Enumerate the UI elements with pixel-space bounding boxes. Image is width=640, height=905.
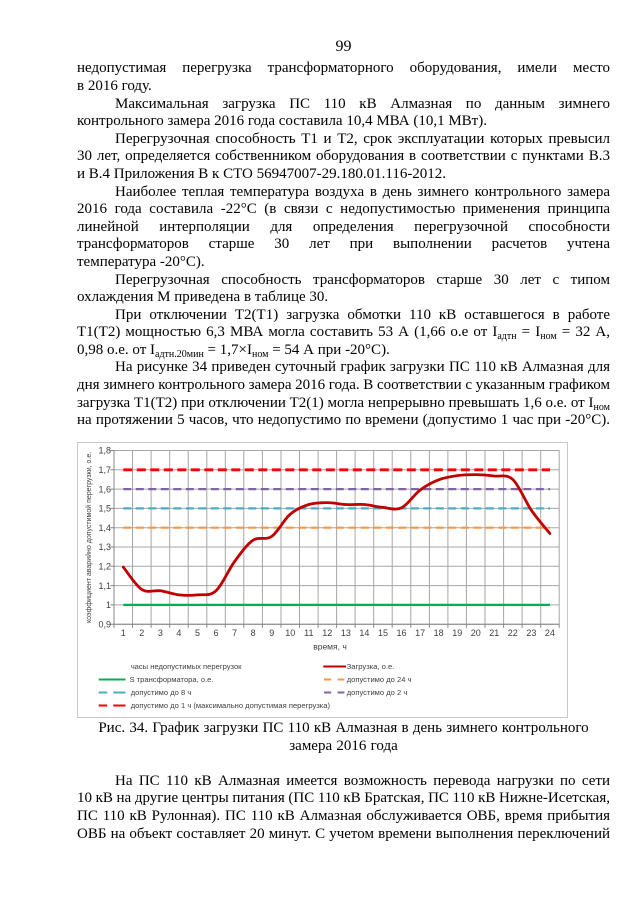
svg-text:время, ч: время, ч <box>313 642 347 652</box>
svg-text:11: 11 <box>304 628 313 638</box>
svg-text:S трансформатора, о.е.: S трансформатора, о.е. <box>130 675 214 684</box>
svg-text:коэффициент аварийно допустимо: коэффициент аварийно допустимой перегруз… <box>85 452 93 623</box>
svg-text:допустимо до 24 ч: допустимо до 24 ч <box>347 675 412 684</box>
svg-text:24: 24 <box>545 628 555 638</box>
svg-text:1,3: 1,3 <box>98 542 111 552</box>
svg-text:1: 1 <box>121 628 126 638</box>
svg-text:9: 9 <box>269 628 274 638</box>
svg-text:4: 4 <box>176 628 181 638</box>
svg-text:3: 3 <box>158 628 163 638</box>
svg-text:13: 13 <box>341 628 351 638</box>
svg-text:22: 22 <box>508 628 518 638</box>
svg-text:1,2: 1,2 <box>98 562 111 572</box>
svg-text:10: 10 <box>285 628 295 638</box>
svg-text:1,8: 1,8 <box>98 446 111 456</box>
svg-text:допустимо до 8 ч: допустимо до 8 ч <box>131 688 192 697</box>
svg-text:17: 17 <box>415 628 425 638</box>
svg-text:0,9: 0,9 <box>98 619 111 629</box>
svg-text:1: 1 <box>106 600 111 610</box>
svg-text:21: 21 <box>489 628 499 638</box>
svg-text:7: 7 <box>232 628 237 638</box>
svg-text:6: 6 <box>213 628 218 638</box>
svg-text:Загрузка, о.е.: Загрузка, о.е. <box>347 662 395 671</box>
svg-text:1,1: 1,1 <box>98 581 111 591</box>
svg-text:1,4: 1,4 <box>98 523 111 533</box>
svg-text:8: 8 <box>251 628 256 638</box>
svg-text:1,6: 1,6 <box>98 484 111 494</box>
svg-text:часы недопустимых перегрузок: часы недопустимых перегрузок <box>131 662 242 671</box>
svg-text:12: 12 <box>322 628 332 638</box>
svg-text:1,5: 1,5 <box>98 504 111 514</box>
svg-text:16: 16 <box>396 628 406 638</box>
svg-text:5: 5 <box>195 628 200 638</box>
svg-text:2: 2 <box>139 628 144 638</box>
svg-text:23: 23 <box>526 628 536 638</box>
svg-text:допустимо до 2 ч: допустимо до 2 ч <box>347 688 408 697</box>
svg-text:допустимо до 1 ч (максимально: допустимо до 1 ч (максимально допустимая… <box>131 701 331 710</box>
svg-text:1,7: 1,7 <box>98 465 111 475</box>
svg-text:19: 19 <box>452 628 462 638</box>
svg-text:20: 20 <box>471 628 481 638</box>
svg-text:18: 18 <box>434 628 444 638</box>
svg-text:15: 15 <box>378 628 388 638</box>
svg-text:14: 14 <box>359 628 369 638</box>
